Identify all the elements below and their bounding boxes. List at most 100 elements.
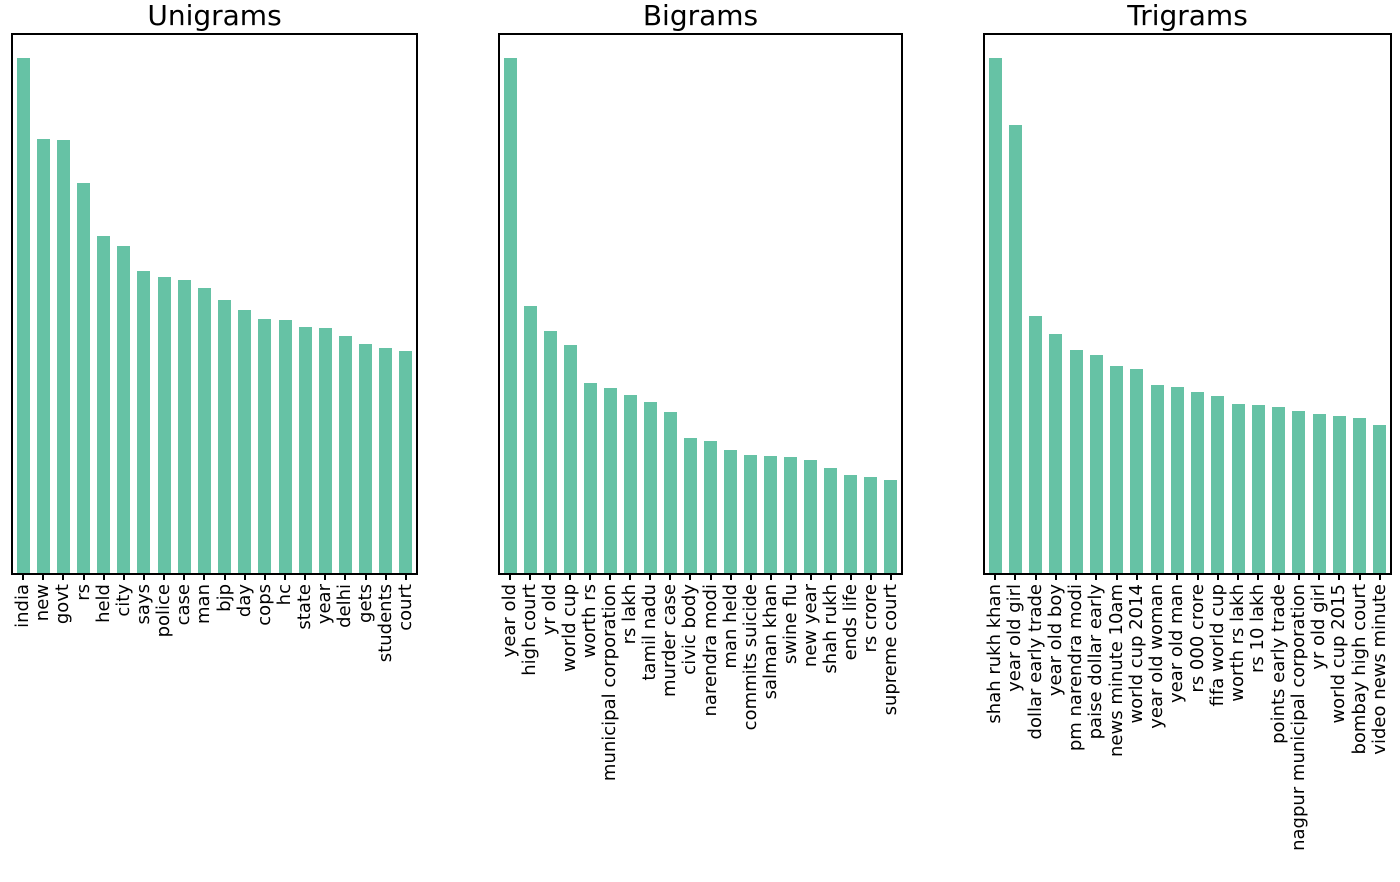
x-tick-label-swine-flu: swine flu [780, 583, 801, 664]
x-tick [789, 575, 792, 580]
x-tick-label-state: state [294, 583, 315, 630]
bar-state [298, 327, 312, 573]
x-tick-label-text: commits suicide [739, 584, 761, 731]
x-tick-label-govt: govt [52, 583, 73, 624]
x-tick-label-text: high court [519, 584, 541, 676]
bar-narendra-modi [704, 441, 718, 573]
x-tick-label-world-cup: world cup [559, 583, 580, 672]
x-tick [529, 575, 532, 580]
x-tick [102, 575, 105, 580]
x-tick [1216, 575, 1219, 580]
x-tick [263, 575, 266, 580]
x-tick-label-rs-lakh: rs lakh [619, 583, 640, 644]
x-tick-label-text: city [112, 584, 134, 617]
x-tick-label-text: worth rs lakh [1227, 584, 1249, 702]
x-tick-label-text: new year [799, 584, 821, 668]
x-tick [344, 575, 347, 580]
x-tick [22, 575, 25, 580]
x-tick-label-man: man [193, 583, 214, 624]
x-tick [629, 575, 632, 580]
x-tick-label-new-year: new year [800, 583, 821, 667]
x-tick-label-text: salman khan [759, 584, 781, 700]
bar-hc [278, 320, 292, 573]
x-tick [1135, 575, 1138, 580]
x-tick-label-yr-old: yr old [539, 583, 560, 635]
x-tick-label-text: court [394, 584, 416, 631]
x-tick [729, 575, 732, 580]
x-tick-label-dollar-early-trade: dollar early trade [1025, 583, 1046, 739]
bar-says [137, 271, 151, 573]
x-tick [669, 575, 672, 580]
bar-case [177, 280, 191, 573]
x-tick [62, 575, 65, 580]
x-tick-label-shah-rukh: shah rukh [820, 583, 841, 674]
bar-shah-rukh-khan [988, 58, 1002, 573]
x-tick [994, 575, 997, 580]
x-tick-label-text: year old woman [1146, 584, 1168, 729]
x-tick [1277, 575, 1280, 580]
x-tick-label-gets: gets [355, 583, 376, 623]
x-tick-label-text: case [173, 584, 195, 626]
x-tick-label-year: year [314, 583, 335, 624]
x-tick-label-text: world cup 2015 [1328, 584, 1350, 724]
x-tick-label-text: bjp [213, 584, 235, 612]
x-tick-label-new: new [32, 583, 53, 621]
bar-rs [77, 183, 91, 573]
bar-pm-narendra-modi [1069, 350, 1083, 573]
x-tick-label-rs: rs [72, 583, 94, 601]
bar-nagpur-municipal-corporation [1292, 411, 1306, 573]
bar-yr-old-girl [1312, 414, 1326, 573]
x-tick [142, 575, 145, 580]
x-tick-label-text: day [233, 584, 255, 618]
bar-world-cup [563, 345, 577, 573]
x-tick-label-year-old-man: year old man [1166, 583, 1187, 703]
x-tick-label-text: tamil nadu [639, 584, 661, 681]
x-tick-label-murder-case: murder case [659, 583, 680, 697]
x-tick-label-text: gets [354, 584, 376, 623]
x-tick-label-salman-khan: salman khan [760, 583, 781, 699]
bar-india [16, 58, 30, 573]
x-tick [889, 575, 892, 580]
x-tick-label-city: city [113, 583, 134, 617]
x-tick-label-text: new [32, 584, 54, 622]
bar-rs-10-lakh [1251, 405, 1265, 573]
x-tick-label-text: students [374, 584, 396, 663]
x-tick [1338, 575, 1341, 580]
x-tick-label-students: students [375, 583, 396, 662]
x-tick-label-text: govt [52, 584, 74, 625]
x-tick-label-worth-rs-lakh: worth rs lakh [1227, 583, 1248, 702]
x-tick-label-year-old-woman: year old woman [1146, 583, 1167, 729]
x-tick-label-rs-000-crore: rs 000 crore [1187, 583, 1208, 693]
x-tick-label-year-old-boy: year old boy [1045, 583, 1066, 696]
x-tick-label-video-news-minute: video news minute [1369, 583, 1390, 755]
x-tick-label-text: news minute 10am [1105, 584, 1127, 757]
chart-title-bigrams: Bigrams [642, 0, 759, 32]
x-tick-label-held: held [93, 583, 114, 623]
bar-yr-old [543, 331, 557, 573]
plot-area-trigrams [983, 33, 1392, 575]
x-tick [1034, 575, 1037, 580]
x-tick [324, 575, 327, 580]
x-tick [749, 575, 752, 580]
x-tick-label-text: rs 000 crore [1186, 584, 1208, 693]
x-tick [1297, 575, 1300, 580]
x-tick-label-rs-10-lakh: rs 10 lakh [1247, 583, 1268, 673]
x-tick-label-text: rs 10 lakh [1247, 584, 1269, 673]
bar-year-old-man [1170, 387, 1184, 573]
x-tick-label-says: says [133, 583, 154, 624]
x-tick-label-text: supreme court [879, 584, 901, 716]
x-tick-label-narendra-modi: narendra modi [700, 583, 721, 716]
bar-commits-suicide [744, 455, 758, 573]
x-tick-label-text: rs [72, 584, 94, 601]
bar-man [197, 288, 211, 573]
x-tick-label-case: case [173, 583, 194, 625]
x-tick [569, 575, 572, 580]
chart-bigrams: Bigrams year old high court yr old world cu… [498, 0, 903, 882]
bar-bjp [218, 300, 232, 573]
bar-rs-lakh [623, 395, 637, 573]
x-tick [809, 575, 812, 580]
x-tick-label-text: says [132, 584, 154, 625]
x-tick-label-text: narendra modi [699, 584, 721, 717]
x-tick [1095, 575, 1098, 580]
x-tick-label-text: cops [253, 584, 275, 626]
